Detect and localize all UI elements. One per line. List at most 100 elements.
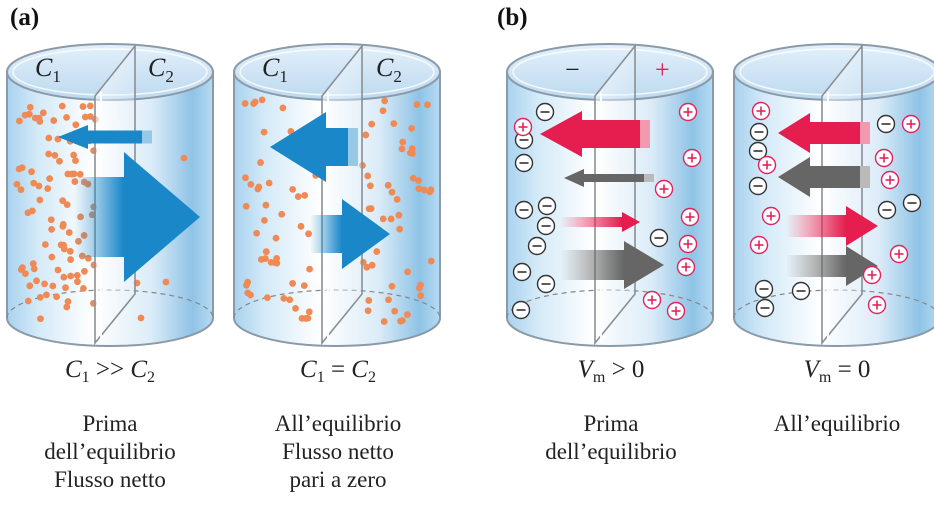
solute-particle	[87, 113, 94, 120]
solute-particle	[31, 114, 39, 122]
caption-2-line: pari a zero	[289, 467, 387, 492]
positive-ion	[513, 117, 533, 137]
positive-ion	[757, 155, 777, 175]
equation-4: Vm = 0	[737, 356, 934, 387]
solute-particle	[365, 297, 373, 304]
solute-particle	[51, 151, 59, 159]
solute-particle	[65, 229, 73, 236]
caption-3: Prima dell’equilibrio	[496, 410, 726, 466]
negative-ion	[535, 102, 555, 122]
eq2-rhs-sub: 2	[367, 369, 376, 386]
flux-arrow-right	[310, 199, 390, 269]
eq1-rhs: C	[130, 356, 148, 383]
caption-1-line: Prima	[82, 411, 138, 436]
solute-particle	[86, 102, 94, 110]
solute-particle	[45, 134, 53, 142]
solute-particle	[387, 215, 395, 223]
solute-particle	[63, 303, 71, 311]
eq4-rhs: 0	[857, 356, 871, 383]
positive-ion	[654, 179, 674, 199]
solute-particle	[272, 234, 280, 242]
solute-particle	[37, 315, 44, 323]
solute-particle	[79, 103, 87, 110]
solute-particle	[393, 195, 401, 203]
solute-particle	[74, 278, 81, 286]
negative-ion	[748, 141, 768, 161]
positive-ion	[874, 148, 894, 168]
solute-particle	[48, 225, 55, 233]
positive-ion	[761, 206, 781, 226]
solute-particle	[416, 284, 423, 292]
solute-particle	[396, 225, 404, 233]
arrow-head	[624, 241, 664, 289]
eq1-lhs: C	[64, 356, 82, 383]
solute-particle	[57, 241, 65, 249]
caption-4-line: All’equilibrio	[773, 411, 901, 436]
arrow-shaft	[560, 250, 624, 280]
solute-particle	[63, 113, 70, 121]
solute-particle	[81, 267, 88, 275]
solute-particle	[262, 248, 270, 256]
solute-particle	[408, 145, 416, 153]
solute-particle	[24, 209, 32, 217]
caption-2-line: Flusso netto	[282, 439, 394, 464]
panel-b-label: (b)	[497, 4, 528, 31]
anion-arrow-right	[786, 246, 878, 286]
arrow-fade	[142, 130, 152, 144]
solute-particle	[263, 294, 271, 302]
solute-particle	[49, 282, 57, 290]
negative-ion	[902, 193, 922, 213]
eq1-lhs-sub: 1	[81, 369, 90, 386]
arrow-head	[124, 152, 200, 282]
solute-particle	[41, 241, 49, 248]
equation-3: Vm > 0	[511, 356, 711, 387]
negative-ion	[514, 200, 534, 220]
solute-particle	[36, 196, 44, 204]
arrow-shaft	[810, 166, 870, 188]
solute-particle	[289, 185, 297, 193]
solute-particle	[415, 185, 423, 193]
solute-particle	[28, 168, 35, 176]
eq4-lhs-sub: m	[818, 369, 832, 386]
solute-particle	[267, 258, 275, 266]
solute-particle	[403, 311, 411, 319]
solute-particle	[253, 229, 261, 237]
positive-ion	[862, 265, 882, 285]
eq3-lhs-sub: m	[592, 369, 606, 386]
eq2-lhs: C	[300, 356, 317, 383]
solute-particle	[366, 182, 374, 190]
arrow-shaft	[310, 215, 342, 253]
arrow-shaft	[88, 130, 152, 144]
solute-particle	[26, 282, 34, 290]
arrow-fade	[644, 174, 654, 182]
equation-1: C1 >> C2	[10, 356, 210, 387]
solute-particle	[395, 211, 403, 219]
solute-particle	[258, 96, 266, 104]
arrow-shaft	[786, 255, 846, 277]
solute-particle	[368, 261, 376, 269]
solute-particle	[67, 272, 75, 280]
solute-particle	[80, 284, 87, 292]
negative-ion	[527, 236, 547, 256]
negative-ion	[514, 153, 534, 173]
solute-particle	[251, 98, 259, 106]
solute-particle	[50, 117, 58, 124]
solute-particle	[265, 179, 273, 187]
solute-particle	[67, 256, 75, 263]
eq1-op: >>	[95, 356, 125, 383]
solute-particle	[408, 125, 416, 132]
solute-particle	[24, 297, 32, 305]
solute-particle	[289, 280, 297, 287]
solute-particle	[64, 298, 72, 305]
solute-particle	[384, 181, 392, 189]
cation-arrow-left	[778, 113, 870, 153]
solute-particle	[380, 318, 388, 325]
solute-particle	[70, 151, 78, 159]
flux-arrow-left	[270, 112, 358, 182]
solute-particle	[379, 107, 387, 115]
solute-particle	[46, 175, 54, 183]
flux-arrow-left	[58, 125, 152, 149]
solute-particle	[15, 117, 23, 125]
solute-particle	[388, 282, 396, 290]
positive-ion	[751, 101, 771, 121]
